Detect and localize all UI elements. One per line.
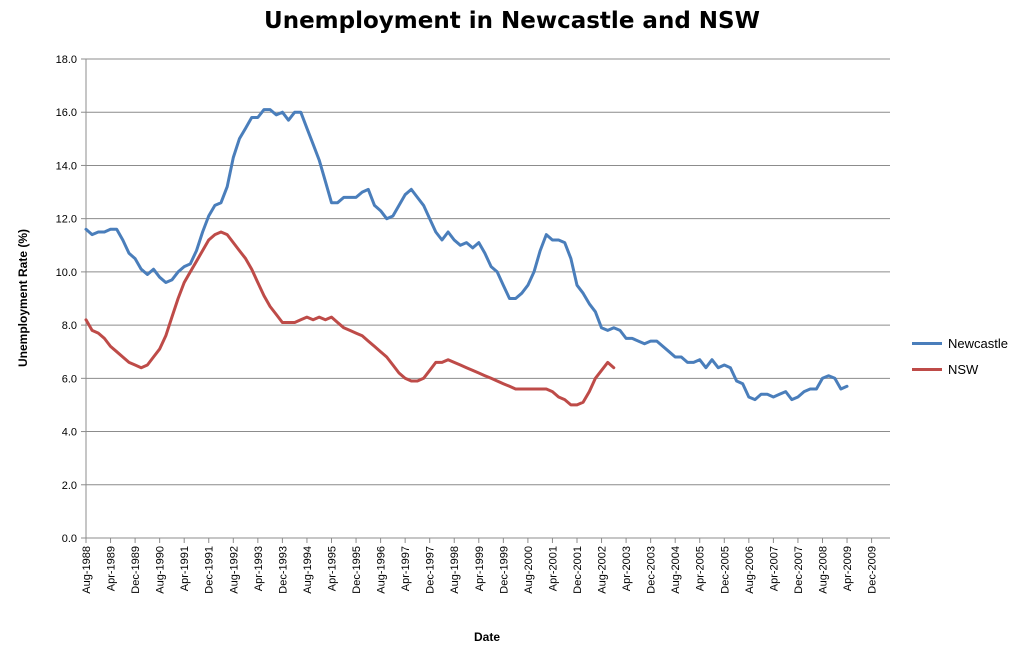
x-tick-label: Dec-1995 xyxy=(351,546,363,594)
x-tick-label: Apr-1997 xyxy=(400,546,412,591)
x-tick-label: Dec-1989 xyxy=(130,546,142,594)
x-tick-label: Aug-2002 xyxy=(597,546,609,594)
y-axis-label: Unemployment Rate (%) xyxy=(16,229,30,367)
legend-item-nsw: NSW xyxy=(912,356,1008,382)
chart-legend: Newcastle NSW xyxy=(912,330,1008,382)
series-line-nsw xyxy=(84,230,616,407)
x-tick-label: Aug-2004 xyxy=(670,546,682,594)
y-tick-label: 18.0 xyxy=(56,54,77,66)
y-tick-label: 6.0 xyxy=(62,373,77,385)
x-tick-label: Dec-2001 xyxy=(572,546,584,594)
x-tick-label: Dec-2003 xyxy=(646,546,658,594)
x-tick-label: Apr-2005 xyxy=(695,546,707,591)
x-tick-label: Aug-1994 xyxy=(302,546,314,594)
legend-label-newcastle: Newcastle xyxy=(948,335,1008,351)
axes xyxy=(81,58,890,543)
chart-title: Unemployment in Newcastle and NSW xyxy=(264,8,760,34)
x-tick-label: Apr-2001 xyxy=(547,546,559,591)
y-tick-label: 10.0 xyxy=(56,267,77,279)
x-tick-label: Apr-1999 xyxy=(474,546,486,591)
x-tick-label: Dec-1999 xyxy=(498,546,510,594)
legend-item-newcastle: Newcastle xyxy=(912,330,1008,356)
x-tick-label: Aug-1992 xyxy=(228,546,240,594)
y-tick-labels: 0.0 2.0 4.0 6.0 8.0 10.0 12.0 14.0 16.0 18.0 xyxy=(56,54,77,545)
series-lines xyxy=(84,108,849,407)
y-tick-label: 0.0 xyxy=(62,533,77,545)
x-tick-label: Aug-2008 xyxy=(817,546,829,594)
x-tick-label: Apr-1995 xyxy=(326,546,338,591)
y-tick-label: 12.0 xyxy=(56,214,77,226)
x-tick-label: Aug-1996 xyxy=(376,546,388,594)
gridlines xyxy=(86,58,890,486)
y-tick-label: 4.0 xyxy=(62,427,77,439)
x-tick-label: Dec-1991 xyxy=(204,546,216,594)
x-tick-label: Apr-1993 xyxy=(253,546,265,591)
x-tick-label: Dec-2007 xyxy=(793,546,805,594)
series-line-newcastle xyxy=(84,108,849,402)
x-tick-label: Apr-1989 xyxy=(106,546,118,591)
x-tick-label: Aug-2006 xyxy=(744,546,756,594)
y-tick-label: 16.0 xyxy=(56,107,77,119)
x-tick-label: Aug-2000 xyxy=(523,546,535,594)
x-tick-label: Dec-1993 xyxy=(277,546,289,594)
y-tick-label: 14.0 xyxy=(56,160,77,172)
x-tick-label: Apr-1991 xyxy=(179,546,191,591)
legend-swatch-nsw xyxy=(912,367,942,371)
x-tick-label: Aug-1988 xyxy=(81,546,93,594)
x-tick-label: Dec-1997 xyxy=(425,546,437,594)
x-tick-label: Dec-2009 xyxy=(867,546,879,594)
y-tick-label: 8.0 xyxy=(62,320,77,332)
x-tick-label: Apr-2007 xyxy=(768,546,780,591)
x-tick-label: Apr-2009 xyxy=(842,546,854,591)
legend-swatch-newcastle xyxy=(912,341,942,345)
x-axis-label: Date xyxy=(474,630,500,644)
x-tick-label: Apr-2003 xyxy=(621,546,633,591)
x-tick-label: Aug-1998 xyxy=(449,546,461,594)
x-tick-label: Dec-2005 xyxy=(719,546,731,594)
x-tick-labels: Aug-1988 Apr-1989 Dec-1989 Aug-1990 Apr-1991… xyxy=(81,546,879,594)
x-tick-label: Aug-1990 xyxy=(155,546,167,594)
y-tick-label: 2.0 xyxy=(62,480,77,492)
legend-label-nsw: NSW xyxy=(948,361,979,377)
